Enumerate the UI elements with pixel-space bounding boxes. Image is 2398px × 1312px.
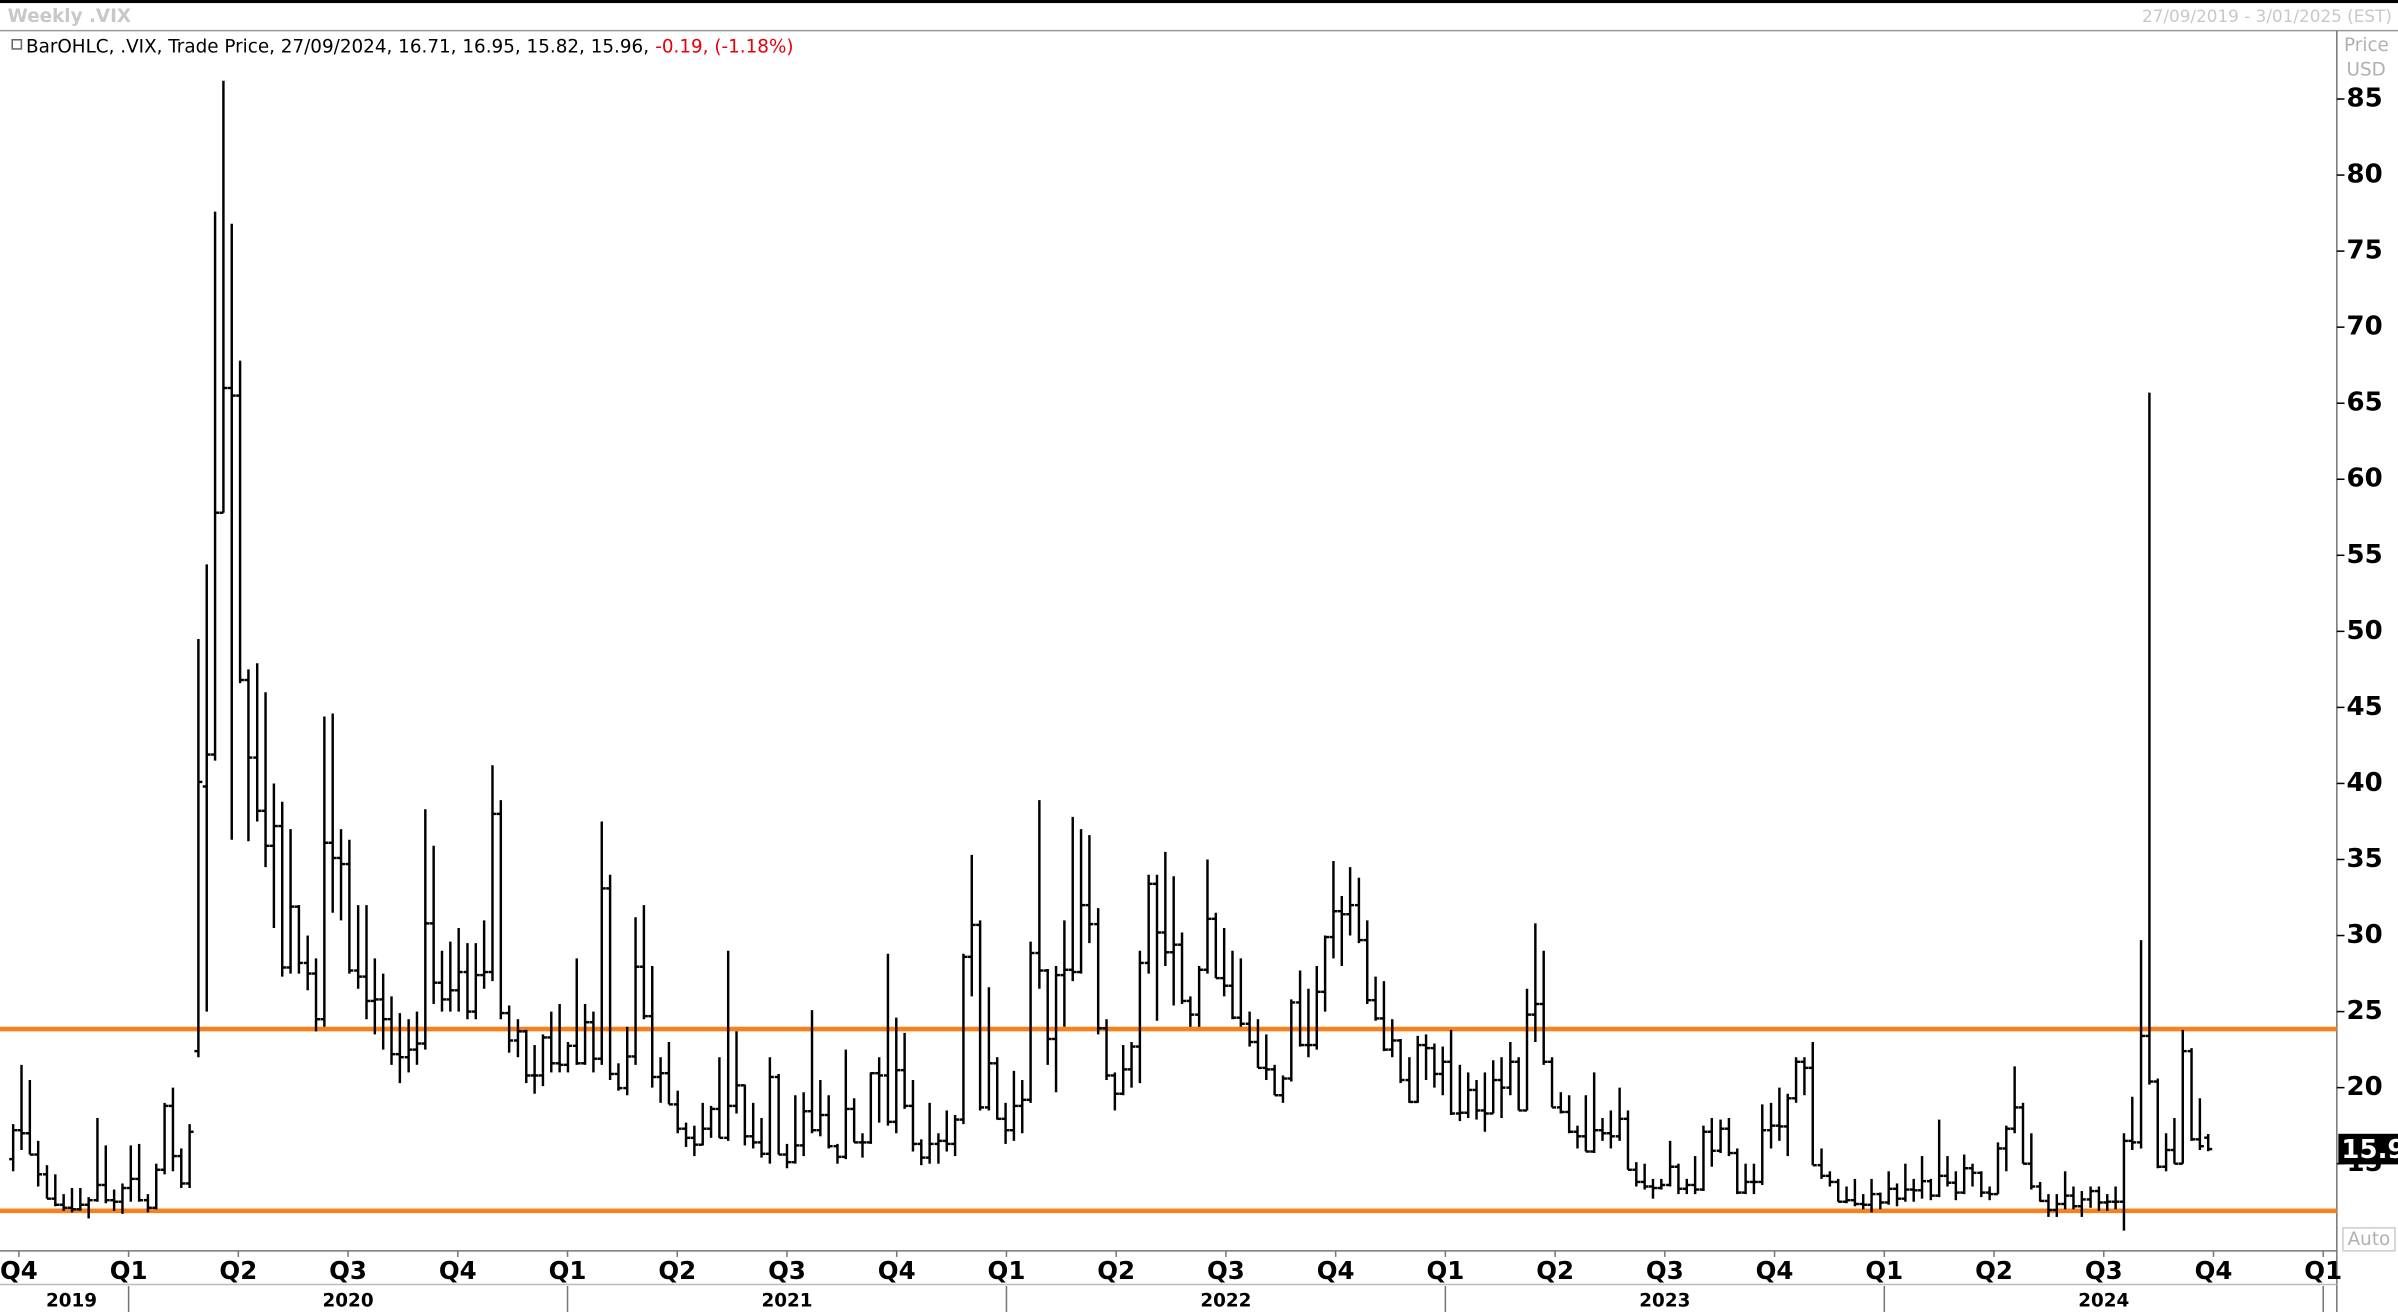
y-tick-label: 70 (2347, 312, 2383, 342)
last-price-box (2338, 1133, 2398, 1165)
x-tick-label: Q2 (1536, 1256, 1574, 1285)
x-tick-label: Q1 (2304, 1256, 2342, 1285)
y-tick-label: 65 (2347, 388, 2383, 418)
x-tick-label: Q3 (1646, 1256, 1684, 1285)
x-tick-label: Q3 (768, 1256, 806, 1285)
y-tick-label: 30 (2347, 920, 2383, 950)
x-tick-label: Q1 (1865, 1256, 1903, 1285)
x-tick-label: Q2 (658, 1256, 696, 1285)
year-label: 2019 (46, 1290, 97, 1311)
y-tick-label: 25 (2347, 996, 2383, 1026)
x-tick-label: Q3 (329, 1256, 367, 1285)
y-axis-unit: USD (2347, 59, 2386, 80)
scale-mode-box[interactable] (2342, 1227, 2396, 1252)
x-tick-label: Q3 (2085, 1256, 2123, 1285)
y-tick-label: 55 (2347, 540, 2383, 570)
year-label: 2023 (1639, 1290, 1690, 1311)
y-tick-label: 50 (2347, 616, 2383, 646)
x-tick-label: Q2 (1097, 1256, 1135, 1285)
legend-icon (11, 38, 23, 50)
y-tick-label: 45 (2347, 692, 2383, 722)
x-tick-label: Q4 (2195, 1256, 2233, 1285)
legend-text: BarOHLC, .VIX, Trade Price, 27/09/2024, … (26, 36, 649, 57)
x-tick-label: Q4 (0, 1256, 38, 1285)
y-tick-label: 80 (2347, 160, 2383, 190)
y-tick-label: 20 (2347, 1072, 2383, 1102)
y-axis-label: Price (2344, 35, 2389, 56)
change-text: -0.19, (-1.18%) (655, 36, 793, 57)
x-tick-label: Q1 (1426, 1256, 1464, 1285)
year-label: 2024 (2078, 1290, 2129, 1311)
y-tick-label: 85 (2347, 84, 2383, 114)
year-label: 2022 (1200, 1290, 1251, 1311)
x-tick-label: Q1 (549, 1256, 587, 1285)
y-tick-label: 35 (2347, 844, 2383, 874)
y-tick-label: 40 (2347, 768, 2383, 798)
x-tick-label: Q1 (110, 1256, 148, 1285)
chart-title: Weekly .VIX (8, 6, 131, 27)
x-tick-label: Q4 (1317, 1256, 1355, 1285)
y-tick-label: 75 (2347, 236, 2383, 266)
x-tick-label: Q3 (1207, 1256, 1245, 1285)
x-tick-label: Q4 (878, 1256, 916, 1285)
x-tick-label: Q2 (1975, 1256, 2013, 1285)
scale-mode[interactable]: Auto (2348, 1229, 2391, 1250)
x-tick-label: Q4 (439, 1256, 477, 1285)
top-border (0, 0, 2398, 4)
last-price-label: 15.96 (2341, 1135, 2398, 1165)
year-label: 2020 (323, 1290, 374, 1311)
y-tick-label: 60 (2347, 464, 2383, 494)
x-tick-label: Q1 (988, 1256, 1026, 1285)
year-label: 2021 (761, 1290, 812, 1311)
x-tick-label: Q4 (1756, 1256, 1794, 1285)
x-tick-label: Q2 (219, 1256, 257, 1285)
date-range: 27/09/2019 - 3/01/2025 (EST) (2142, 6, 2392, 26)
